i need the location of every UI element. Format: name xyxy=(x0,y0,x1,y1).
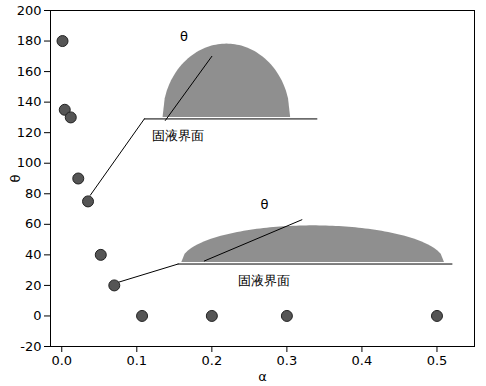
svg-text:80: 80 xyxy=(25,186,42,201)
svg-text:180: 180 xyxy=(17,33,42,48)
svg-text:-20: -20 xyxy=(20,339,41,354)
svg-text:θ: θ xyxy=(8,174,23,182)
svg-text:0: 0 xyxy=(33,308,41,323)
svg-text:120: 120 xyxy=(17,125,42,140)
svg-text:0.1: 0.1 xyxy=(126,353,147,368)
svg-text:α: α xyxy=(258,369,267,384)
svg-text:θ: θ xyxy=(260,197,268,212)
svg-text:0.2: 0.2 xyxy=(202,353,223,368)
svg-text:0.4: 0.4 xyxy=(352,353,373,368)
svg-text:20: 20 xyxy=(25,278,42,293)
svg-text:200: 200 xyxy=(17,3,42,18)
svg-text:θ: θ xyxy=(180,29,188,44)
svg-text:固液界面: 固液界面 xyxy=(238,273,290,288)
svg-text:60: 60 xyxy=(25,216,42,231)
svg-text:0.5: 0.5 xyxy=(427,353,448,368)
svg-text:0.0: 0.0 xyxy=(51,353,72,368)
svg-text:40: 40 xyxy=(25,247,42,262)
svg-text:160: 160 xyxy=(17,64,42,79)
svg-text:0.3: 0.3 xyxy=(277,353,298,368)
svg-text:140: 140 xyxy=(17,94,42,109)
svg-text:100: 100 xyxy=(17,155,42,170)
svg-text:固液界面: 固液界面 xyxy=(152,128,204,143)
